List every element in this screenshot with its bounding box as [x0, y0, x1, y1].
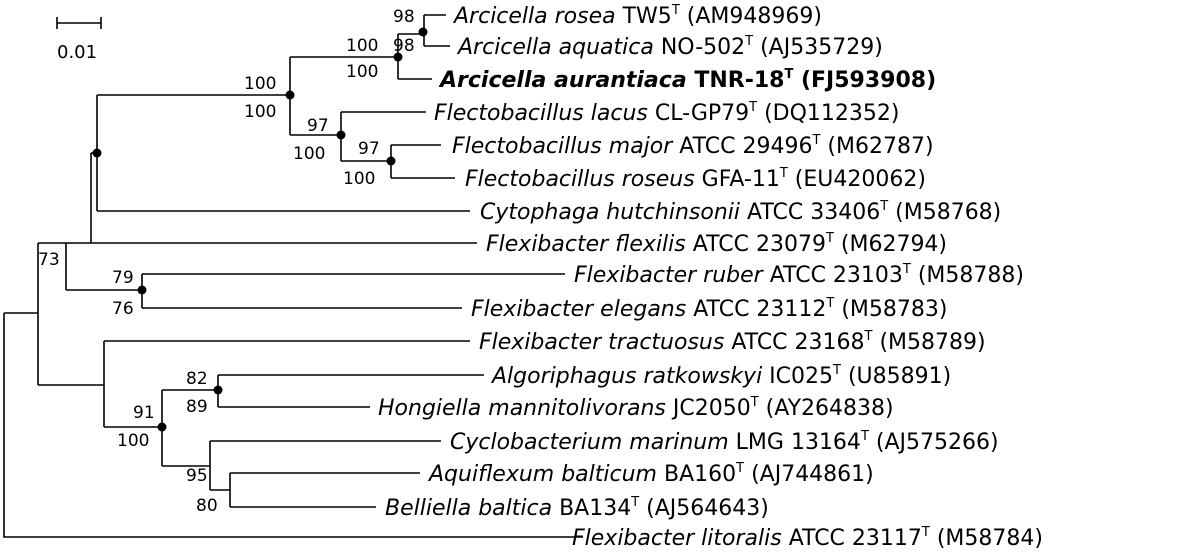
- node-marker: [393, 52, 403, 62]
- node-marker: [285, 90, 295, 100]
- taxon-label: Cyclobacterium marinum LMG 13164T (AJ575…: [450, 429, 999, 455]
- taxon-label: Flexibacter litoralis ATCC 23117T (M5878…: [572, 525, 1043, 551]
- taxon-labels: Arcicella rosea TW5T (AM948969) Arcicell…: [378, 3, 1043, 551]
- bootstrap-value: 91: [133, 403, 155, 423]
- taxon-label: Flectobacillus roseus GFA-11T (EU420062): [465, 166, 926, 192]
- bootstrap-value: 79: [112, 268, 134, 288]
- bootstrap-value: 100: [244, 102, 276, 122]
- taxon-label: Flectobacillus lacus CL-GP79T (DQ112352): [434, 100, 900, 126]
- taxon-label: Belliella baltica BA134T (AJ564643): [385, 495, 769, 521]
- node-marker: [92, 148, 102, 158]
- taxon-label: Flexibacter tractuosus ATCC 23168T (M587…: [479, 329, 986, 355]
- bootstrap-value: 100: [244, 74, 276, 94]
- bootstrap-value: 82: [186, 369, 208, 389]
- taxon-label: Flexibacter flexilis ATCC 23079T (M62794…: [486, 231, 947, 257]
- taxon-label: Flexibacter elegans ATCC 23112T (M58783): [471, 296, 948, 322]
- node-marker: [213, 385, 223, 395]
- taxon-label: Flectobacillus major ATCC 29496T (M62787…: [452, 133, 934, 159]
- bootstrap-value: 100: [293, 144, 325, 164]
- branches: [3, 14, 583, 538]
- taxon-label: Flexibacter ruber ATCC 23103T (M58788): [574, 262, 1024, 288]
- bootstrap-value: 73: [38, 250, 60, 270]
- taxon-label: Arcicella aquatica NO-502T (AJ535729): [456, 34, 883, 60]
- bootstrap-value: 95: [186, 466, 208, 486]
- taxon-label: Arcicella rosea TW5T (AM948969): [452, 3, 822, 29]
- bootstrap-value: 100: [117, 431, 149, 451]
- taxon-label: Aquiflexum balticum BA160T (AJ744861): [427, 461, 874, 487]
- node-marker: [137, 285, 147, 295]
- bootstrap-value: 100: [346, 36, 378, 56]
- bootstrap-value: 100: [343, 169, 375, 189]
- taxon-label-highlighted: Arcicella aurantiaca TNR-18T (FJ593908): [438, 67, 936, 93]
- bootstrap-value: 76: [112, 299, 134, 319]
- bootstrap-value: 98: [393, 7, 415, 27]
- bootstrap-value: 97: [307, 116, 329, 136]
- node-markers: [92, 27, 428, 432]
- scale-bar: 0.01: [56, 17, 102, 63]
- scale-bar-label: 0.01: [57, 42, 97, 63]
- bootstrap-value: 97: [358, 139, 380, 159]
- taxon-label: Hongiella mannitolivorans JC2050T (AY264…: [378, 395, 894, 421]
- bootstrap-value: 80: [196, 496, 218, 516]
- taxon-label: Algoriphagus ratkowskyi IC025T (U85891): [490, 363, 951, 389]
- node-marker: [157, 422, 167, 432]
- node-marker: [336, 130, 346, 140]
- branch-root: [3, 313, 583, 538]
- node-marker: [386, 156, 396, 166]
- bootstrap-value: 89: [186, 397, 208, 417]
- bootstrap-values: 98 100 98 100 100 100 97 100 97 100 73 7…: [38, 7, 415, 516]
- node-marker: [418, 27, 428, 37]
- bootstrap-value: 98: [393, 36, 415, 56]
- bootstrap-value: 100: [346, 62, 378, 82]
- taxon-label: Cytophaga hutchinsonii ATCC 33406T (M587…: [480, 199, 1001, 225]
